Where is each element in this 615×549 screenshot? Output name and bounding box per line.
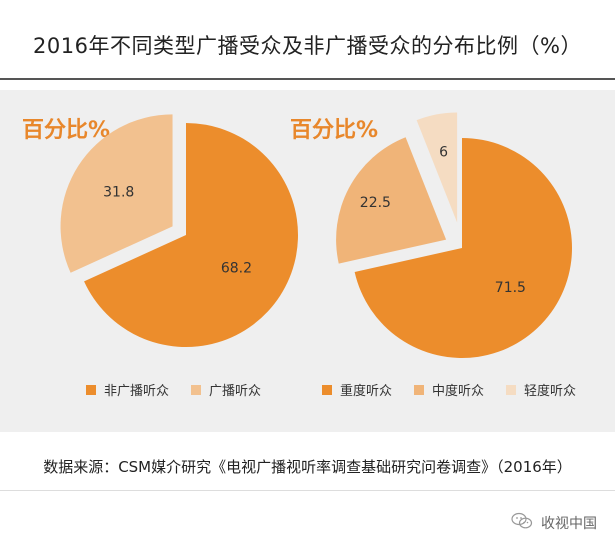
legend-label: 重度听众: [340, 384, 393, 399]
legend-swatch: [414, 384, 425, 395]
pie1-subtitle: 百分比%: [22, 118, 111, 143]
legend-label: 非广播听众: [104, 384, 170, 399]
legend-swatch: [506, 384, 517, 395]
pie-data-label: 71.5: [495, 280, 526, 296]
pie-data-label: 22.5: [360, 195, 391, 211]
watermark-text: 收视中国: [541, 516, 597, 532]
title-divider: [0, 78, 615, 80]
pie2-subtitle: 百分比%: [290, 118, 379, 143]
pie1-legend: 非广播听众 广播听众: [86, 380, 283, 399]
pie2-legend: 重度听众 中度听众 轻度听众: [322, 380, 598, 399]
pie-chart-2: 71.5 22.5 6: [336, 112, 572, 358]
legend-item-non-listener: 非广播听众: [86, 380, 169, 399]
pie-slice: [84, 123, 299, 347]
footer-divider: [0, 490, 615, 491]
chart-title: 2016年不同类型广播受众及非广播受众的分布比例（%）: [33, 34, 582, 58]
watermark: 收视中国: [511, 512, 597, 534]
pie-slice: [60, 114, 173, 273]
legend-label: 广播听众: [209, 384, 262, 399]
pie-data-label: 31.8: [103, 185, 134, 201]
legend-label: 中度听众: [432, 384, 485, 399]
legend-item-listener: 广播听众: [191, 380, 261, 399]
source-note: 数据来源：CSM媒介研究《电视广播视听率调查基础研究问卷调查》（2016年）: [43, 458, 572, 476]
pie-data-label: 6: [439, 145, 448, 161]
legend-item-heavy: 重度听众: [322, 380, 392, 399]
legend-item-medium: 中度听众: [414, 380, 484, 399]
legend-swatch: [191, 384, 202, 395]
legend-swatch: [322, 384, 332, 395]
legend-swatch: [86, 384, 96, 395]
pie-slice: [416, 112, 458, 223]
pie-slice: [336, 137, 447, 264]
legend-item-light: 轻度听众: [506, 380, 576, 399]
pie-slice: [354, 138, 572, 358]
pie-chart-1: 68.2 31.8: [60, 114, 299, 347]
wechat-icon: [511, 512, 533, 534]
legend-label: 轻度听众: [524, 384, 577, 399]
pie-data-label: 68.2: [221, 260, 252, 276]
